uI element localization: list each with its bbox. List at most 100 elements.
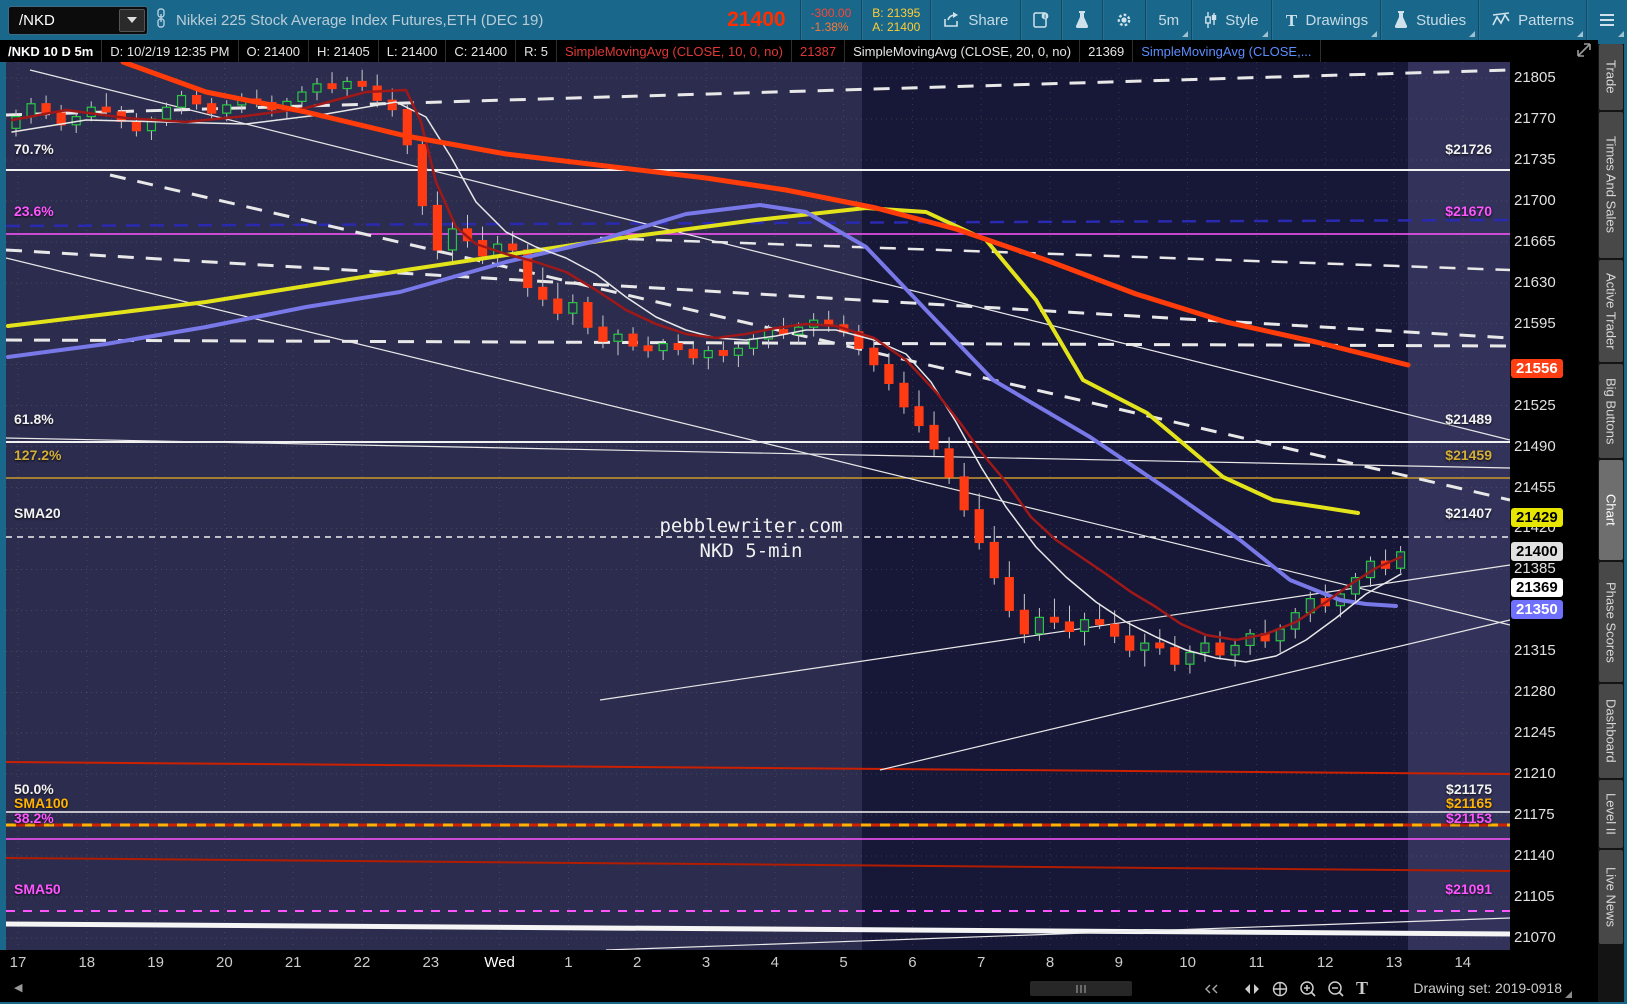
- symbol-value[interactable]: /NKD: [19, 11, 55, 29]
- step-back-icon[interactable]: [1200, 978, 1224, 999]
- curve-sma_fast_darkred: [10, 88, 1403, 642]
- tab-level-ii[interactable]: Level II: [1599, 780, 1623, 848]
- quick-study-button[interactable]: [1062, 0, 1102, 40]
- candle-down: [628, 333, 638, 347]
- settings-button[interactable]: [1103, 0, 1145, 40]
- candle-up: [312, 83, 322, 93]
- tab-dashboard[interactable]: Dashboard: [1599, 684, 1623, 778]
- pan-icon[interactable]: [1268, 978, 1292, 999]
- level-navy-dashed[interactable]: [6, 218, 1510, 228]
- candle-up: [658, 342, 668, 352]
- zoom-in-icon[interactable]: [1296, 978, 1320, 999]
- candle-up: [297, 91, 307, 103]
- timeframe-button[interactable]: 5m: [1146, 0, 1191, 40]
- symbol-input[interactable]: /NKD: [8, 5, 148, 35]
- level-red-lower[interactable]: [6, 857, 1510, 872]
- candle-up: [568, 302, 578, 314]
- date-axis[interactable]: 17 18 19 20 21 22 23 Wed 1 2 3 4 5 6 7 8 9 10 11 12 13 14: [0, 950, 1598, 976]
- price-tick: 21105: [1514, 888, 1555, 905]
- date-tick-5: 5: [839, 954, 848, 971]
- curve-sma_white: [11, 101, 1402, 663]
- trendline-5[interactable]: [29, 69, 1510, 441]
- candle-down: [357, 80, 367, 87]
- price-tick: 21700: [1514, 191, 1556, 209]
- bid-value: B: 21395: [872, 6, 921, 20]
- tab-phase-scores[interactable]: Phase Scores: [1599, 562, 1623, 682]
- expand-horizontal-icon[interactable]: [1240, 978, 1264, 999]
- tab-live-news[interactable]: Live News: [1599, 850, 1623, 944]
- candle-down: [929, 424, 939, 450]
- candle-up: [1230, 644, 1240, 656]
- price-badge-21400: 21400: [1511, 541, 1563, 561]
- candle-down: [884, 364, 894, 384]
- note-icon: i: [1033, 12, 1049, 28]
- candle-down: [553, 298, 563, 314]
- chart-canvas[interactable]: [6, 62, 1510, 950]
- menu-icon: [1600, 14, 1614, 26]
- trendline-10[interactable]: [605, 917, 1510, 950]
- bottom-bar: ◀ T Drawing set: 2019-0918: [0, 976, 1598, 1002]
- date-tick-10: 10: [1179, 954, 1196, 971]
- tab-active-trader[interactable]: Active Trader: [1599, 260, 1623, 362]
- resize-grip-icon[interactable]: [1565, 991, 1572, 998]
- candle-down: [508, 243, 518, 251]
- trendlines: [6, 68, 1510, 950]
- trendline-9[interactable]: [879, 619, 1510, 771]
- price-tick: 21210: [1514, 765, 1556, 783]
- horizontal-scrollbar[interactable]: [1030, 981, 1132, 996]
- level-label-fib-61.8-left: 61.8%: [14, 411, 54, 427]
- drawing-set-selector[interactable]: Drawing set: 2019-0918: [1413, 980, 1562, 996]
- text-tool-icon[interactable]: T: [1355, 978, 1368, 998]
- candle-down: [1170, 647, 1180, 665]
- trendline-7[interactable]: [6, 437, 1510, 469]
- price-tick: 21140: [1514, 847, 1555, 865]
- candle-down: [387, 99, 397, 111]
- symbol-dropdown-button[interactable]: [119, 8, 145, 32]
- candle-down: [1094, 619, 1105, 625]
- date-tick-21: 21: [284, 954, 302, 971]
- share-button[interactable]: Share: [931, 0, 1020, 40]
- candle-down: [538, 286, 548, 300]
- style-button[interactable]: Style: [1192, 0, 1270, 40]
- date-tick-20: 20: [216, 954, 233, 971]
- price-tick: 21280: [1514, 683, 1556, 701]
- menu-button[interactable]: [1587, 0, 1627, 40]
- text-tool-icon: T: [1285, 12, 1297, 28]
- level-white-thick-bottom[interactable]: [6, 921, 1510, 937]
- zoom-out-icon[interactable]: [1324, 978, 1348, 999]
- candle-up: [26, 103, 36, 118]
- curve-sma_blue: [6, 203, 1398, 608]
- share-icon: [944, 12, 959, 27]
- tab-times-and-sales[interactable]: Times And Sales: [1599, 112, 1623, 258]
- price-tick: 21455: [1514, 478, 1556, 496]
- scroll-left-icon[interactable]: ◀: [14, 982, 23, 994]
- tab-big-buttons[interactable]: Big Buttons: [1599, 364, 1623, 458]
- bid-ask: B: 21395 A: 21400: [862, 6, 930, 34]
- date-tick-8: 8: [1045, 954, 1055, 971]
- notes-button[interactable]: i: [1021, 0, 1061, 40]
- chart-plot-area[interactable]: 70.7% $21726 23.6% $21670 61.8% $21489 127.2% $…: [6, 62, 1510, 950]
- trendline-4[interactable]: [599, 236, 1510, 272]
- patterns-button[interactable]: Patterns: [1479, 0, 1586, 40]
- candle-down: [598, 326, 608, 342]
- candle-down: [914, 406, 924, 427]
- drawings-button[interactable]: T Drawings: [1272, 0, 1381, 40]
- chevron-down-icon: [127, 17, 137, 23]
- studies-button[interactable]: Studies: [1381, 0, 1478, 40]
- trendline-1[interactable]: [109, 173, 1510, 502]
- link-icon[interactable]: [156, 8, 166, 32]
- price-axis[interactable]: 21805 21770 21735 21700 21665 21630 21595 21525…: [1510, 62, 1598, 950]
- study1-label[interactable]: SimpleMovingAvg (CLOSE, 10, 0, no): [557, 40, 792, 62]
- tab-trade[interactable]: Trade: [1599, 44, 1623, 110]
- study3-label[interactable]: SimpleMovingAvg (CLOSE,...: [1133, 40, 1321, 62]
- study2-label[interactable]: SimpleMovingAvg (CLOSE, 20, 0, no): [845, 40, 1081, 62]
- right-tab-column: Trade Times And Sales Active Trader Big But…: [1598, 44, 1624, 1002]
- candle-up: [1275, 628, 1285, 642]
- date-tick-6: 6: [908, 954, 917, 971]
- candle-up: [1245, 633, 1255, 647]
- trendline-6[interactable]: [6, 257, 1510, 626]
- level-red-upper[interactable]: [6, 761, 1510, 775]
- dropdown-corner-icon: [1469, 31, 1476, 37]
- tab-chart[interactable]: Chart: [1599, 460, 1623, 560]
- candle-down: [327, 83, 337, 90]
